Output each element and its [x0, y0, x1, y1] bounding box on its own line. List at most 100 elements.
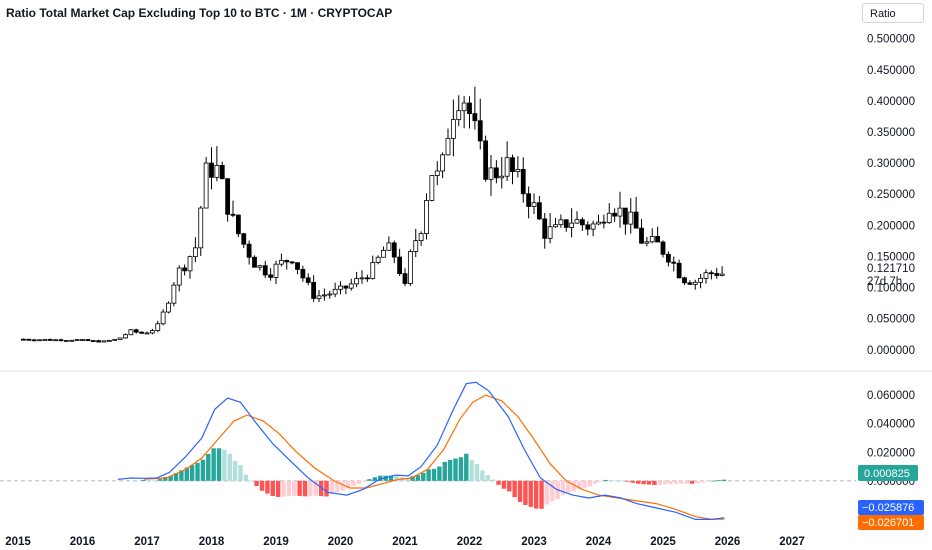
scale-mode-button[interactable]: Ratio — [862, 3, 924, 23]
candle-body — [47, 339, 53, 341]
histogram-bar — [480, 470, 485, 481]
histogram-bar — [378, 475, 383, 481]
candle-body — [31, 339, 37, 342]
candle-body — [257, 265, 263, 268]
histogram-bar — [146, 480, 152, 481]
histogram-bar — [286, 480, 292, 497]
histogram-bar — [722, 479, 727, 481]
histogram-bar — [689, 480, 695, 484]
candle-body — [553, 224, 558, 228]
candle-body — [284, 260, 290, 263]
histogram-bar — [292, 480, 297, 496]
histogram-bar — [206, 454, 211, 481]
histogram-bar — [533, 480, 539, 509]
signal-value-tag: −0.026701 — [858, 515, 924, 530]
histogram-bar — [695, 480, 700, 484]
candle-body — [542, 218, 548, 239]
histogram-bar — [652, 480, 657, 485]
histogram-bar — [227, 453, 232, 481]
candle-body — [203, 162, 209, 209]
time-tick-label: 2025 — [650, 536, 676, 548]
last-price-label: 0.121710 — [867, 263, 915, 275]
histogram-bar — [711, 480, 716, 482]
histogram-bar — [329, 480, 335, 495]
candle-body — [278, 260, 284, 265]
histogram-bar — [464, 453, 469, 481]
histogram-bar — [576, 480, 582, 490]
macd-value-tag: −0.025876 — [858, 500, 924, 515]
histogram-bar — [716, 480, 722, 481]
candle-body — [316, 295, 322, 299]
candle-body — [601, 221, 607, 224]
histogram-bar — [394, 476, 399, 481]
macd-histogram — [141, 448, 727, 509]
candle-body — [252, 256, 257, 268]
candle-body — [80, 339, 85, 341]
candle-body — [504, 157, 510, 177]
histogram-bar — [168, 476, 173, 481]
candle-body — [698, 277, 704, 283]
candle-body — [139, 331, 145, 334]
histogram-bar — [335, 480, 340, 493]
price-tick-label: 0.200000 — [867, 220, 915, 232]
candle-body — [687, 282, 693, 285]
candle-body — [558, 219, 564, 226]
histogram-bar — [528, 480, 533, 507]
histogram-bar — [415, 475, 421, 481]
candle-body — [53, 339, 59, 342]
histogram-bar — [265, 480, 270, 494]
candle-body — [74, 339, 80, 342]
histogram-bar — [673, 480, 679, 484]
candle-body — [343, 285, 349, 289]
candle-body — [262, 265, 268, 276]
price-tick-label: 0.300000 — [867, 158, 915, 170]
time-tick-label: 2021 — [392, 536, 418, 548]
candle-body — [547, 226, 553, 239]
candle-body — [117, 337, 123, 340]
candle-body — [101, 340, 107, 343]
histogram-bar — [163, 476, 168, 481]
price-tick-label: 0.350000 — [867, 127, 915, 139]
svg-text:−0.025876: −0.025876 — [862, 502, 914, 514]
candle-body — [273, 263, 279, 278]
histogram-bar — [222, 449, 227, 481]
candle-body — [612, 212, 618, 217]
candle-body — [37, 339, 42, 342]
histogram-bar — [458, 457, 464, 481]
time-tick-label: 2026 — [715, 536, 741, 548]
chart-title: Ratio Total Market Cap Excluding Top 10 … — [6, 6, 393, 20]
candle-body — [671, 261, 677, 264]
histogram-bar — [630, 480, 636, 483]
histogram-bar — [324, 480, 329, 497]
candle-body — [585, 224, 591, 230]
candle-body — [526, 193, 532, 207]
candle-body — [332, 288, 338, 295]
candle-body — [472, 113, 478, 122]
histogram-bar — [189, 465, 195, 481]
price-tick-label: 0.400000 — [867, 96, 915, 108]
histogram-bar — [603, 479, 609, 481]
candle-body — [133, 329, 139, 333]
histogram-bar — [275, 480, 281, 497]
candle-body — [708, 272, 714, 275]
macd-tick-label: 0.060000 — [867, 390, 915, 402]
histogram-bar — [614, 480, 619, 482]
candle-body — [300, 269, 306, 279]
candle-body — [112, 339, 118, 341]
svg-text:−0.026701: −0.026701 — [862, 517, 914, 529]
histogram-bar — [367, 479, 372, 481]
candle-body — [617, 207, 623, 217]
candle-body — [187, 256, 193, 272]
candle-body — [531, 202, 537, 207]
histogram-bar — [571, 480, 576, 492]
histogram-bar — [469, 460, 474, 481]
candle-body — [714, 273, 720, 276]
histogram-bar — [200, 459, 206, 481]
candle-body — [450, 119, 456, 139]
histogram-bar — [523, 480, 528, 505]
histogram-bar — [410, 476, 415, 481]
histogram-bar — [442, 461, 447, 481]
candle-body — [176, 267, 182, 286]
histogram-bar — [141, 480, 146, 481]
